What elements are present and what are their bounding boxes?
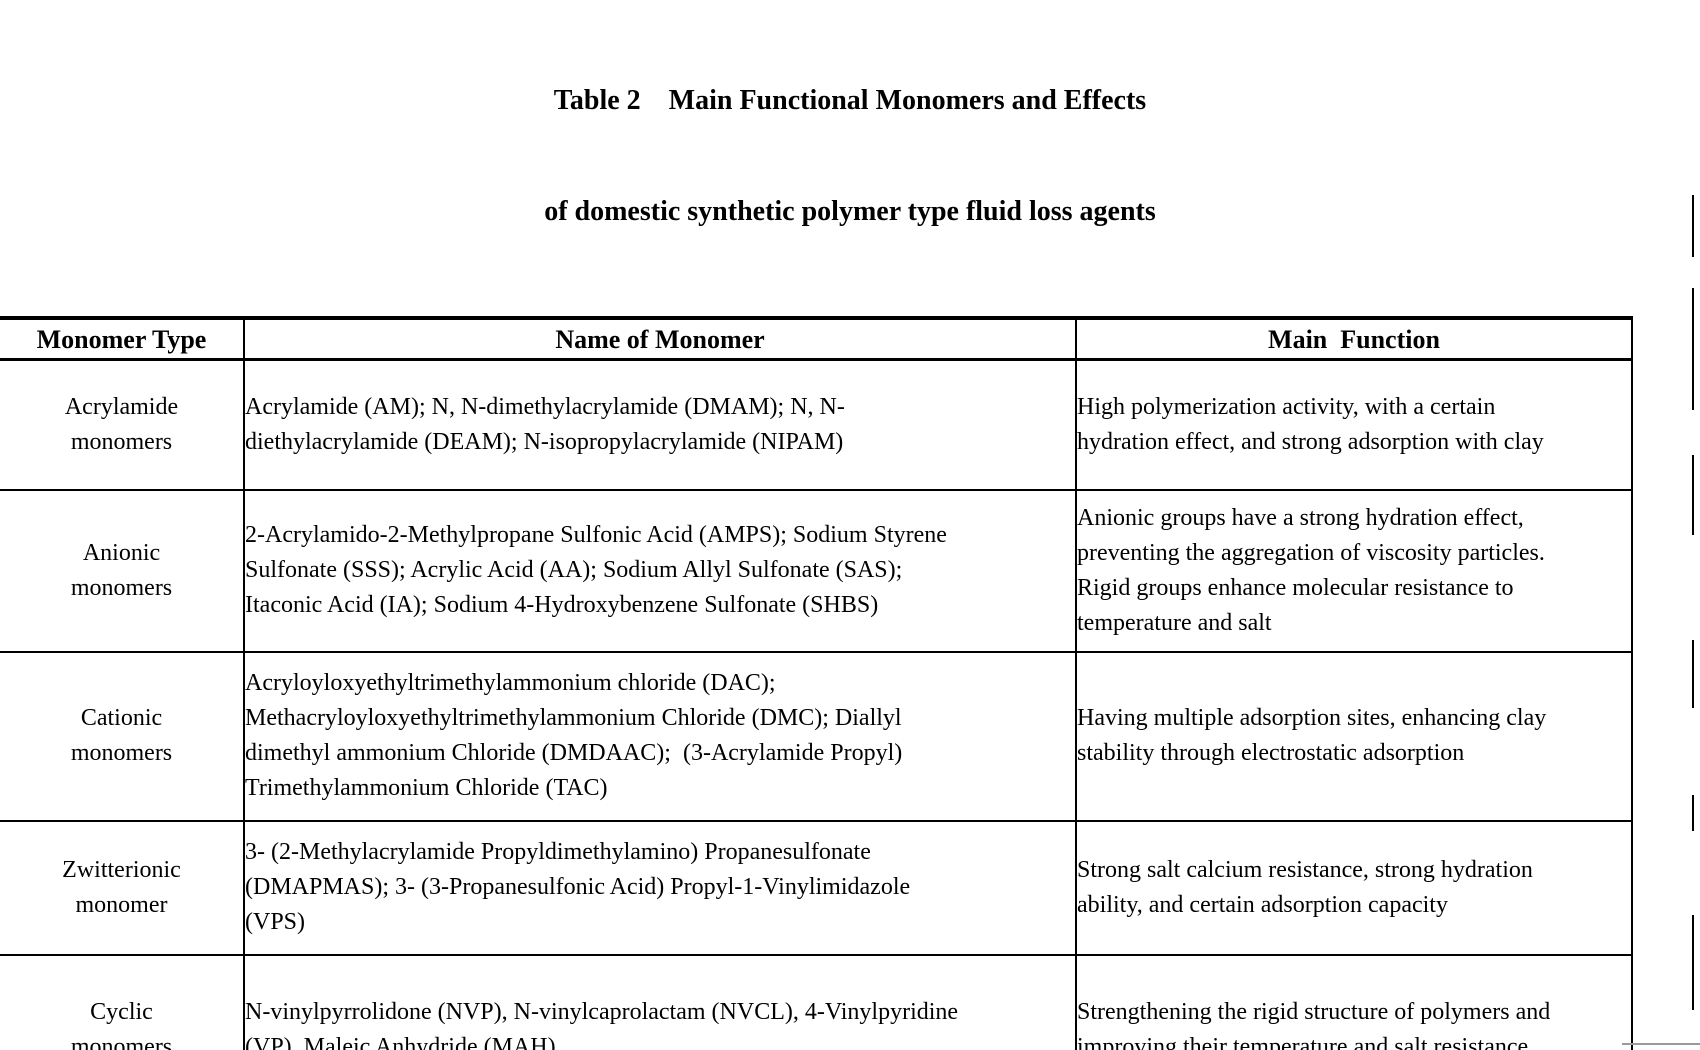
crop-artifact-line [1692,640,1694,708]
crop-artifact-line [1692,795,1694,831]
table-caption: Table 2 Main Functional Monomers and Eff… [60,0,1640,304]
col-header-main-function: Main Function [1075,316,1633,361]
main-function-cell: Strong salt calcium resistance, strong h… [1075,820,1633,956]
caption-line-1: Table 2 Main Functional Monomers and Eff… [553,85,1147,116]
monomer-name-cell: Acrylamide (AM); N, N-dimethylacrylamide… [243,359,1076,491]
monomer-type-cell: Anionic monomers [0,489,244,653]
monomers-table-body: Acrylamide monomers Acrylamide (AM); N, N… [0,359,1633,1050]
monomer-name-cell: Acryloyloxyethyltrimethylammonium chlori… [243,651,1076,822]
col-header-name-of-monomer: Name of Monomer [243,316,1076,361]
table-row: Anionic monomers 2-Acrylamido-2-Methylpro… [0,489,1633,653]
monomer-name-cell: 2-Acrylamido-2-Methylpropane Sulfonic Ac… [243,489,1076,653]
main-function-cell: Anionic groups have a strong hydration e… [1075,489,1633,653]
monomer-name-cell: 3- (2-Methylacrylamide Propyldimethylami… [243,820,1076,956]
table-header-row: Monomer Type Name of Monomer Main Functi… [0,316,1633,361]
crop-artifact-line [1622,1043,1700,1045]
main-function-cell: Strengthening the rigid structure of pol… [1075,954,1633,1050]
monomer-type-cell: Cationic monomers [0,651,244,822]
main-function-cell: High polymerization activity, with a cer… [1075,359,1633,491]
monomer-type-cell: Cyclic monomers [0,954,244,1050]
crop-artifact-line [1692,915,1694,1010]
monomer-type-cell: Acrylamide monomers [0,359,244,491]
table-row: Cationic monomers Acryloyloxyethyltrimeth… [0,651,1633,822]
caption-line-2: of domestic synthetic polymer type fluid… [544,196,1156,227]
crop-artifact-line [1692,288,1694,410]
monomer-name-cell: N-vinylpyrrolidone (NVP), N-vinylcaprola… [243,954,1076,1050]
crop-artifact-line [1692,195,1694,257]
table-row: Cyclic monomers N-vinylpyrrolidone (NVP),… [0,954,1633,1050]
monomer-type-cell: Zwitterionic monomer [0,820,244,956]
main-function-cell: Having multiple adsorption sites, enhanc… [1075,651,1633,822]
table-row: Zwitterionic monomer 3- (2-Methylacrylami… [0,820,1633,956]
monomers-table: Monomer Type Name of Monomer Main Functi… [0,316,1633,1050]
table-row: Acrylamide monomers Acrylamide (AM); N, N… [0,359,1633,491]
crop-artifact-line [1692,455,1694,535]
col-header-monomer-type: Monomer Type [0,316,244,361]
